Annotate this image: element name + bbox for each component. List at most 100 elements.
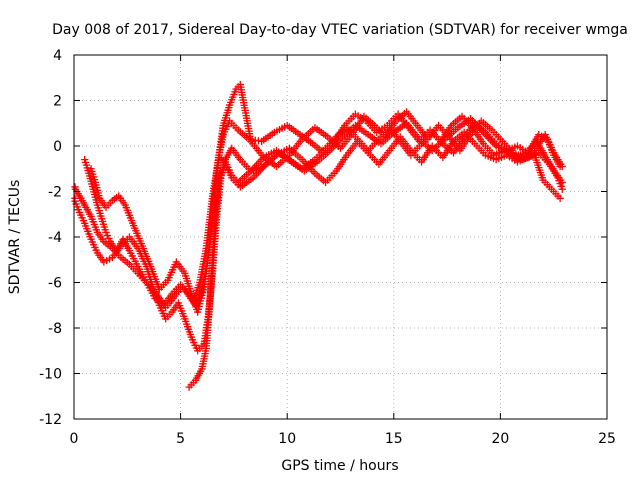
- data-point-marker: [88, 167, 96, 176]
- data-point-marker: [197, 294, 205, 302]
- data-point-marker: [229, 93, 237, 101]
- data-point-marker: [89, 218, 97, 226]
- data-point-marker: [89, 241, 98, 249]
- data-point-marker: [82, 222, 90, 230]
- data-point-marker: [225, 101, 234, 109]
- data-point-marker: [75, 208, 84, 217]
- data-point-marker: [217, 171, 225, 179]
- data-point-marker: [91, 178, 99, 187]
- data-point-marker: [558, 162, 566, 171]
- data-point-marker: [98, 215, 106, 223]
- series-track-5: [185, 115, 564, 391]
- data-point-marker: [198, 291, 206, 300]
- data-point-marker: [87, 165, 95, 173]
- data-point-marker: [223, 122, 231, 131]
- data-point-marker: [226, 171, 235, 179]
- data-point-marker: [497, 153, 506, 162]
- data-point-marker: [557, 182, 565, 191]
- x-tick-label: 5: [176, 431, 185, 447]
- data-point-marker: [100, 223, 108, 231]
- data-point-marker: [91, 243, 99, 252]
- data-point-marker: [74, 206, 82, 214]
- data-point-marker: [216, 173, 224, 182]
- data-point-marker: [94, 204, 102, 212]
- plot-area: [71, 80, 566, 391]
- data-point-marker: [83, 225, 91, 233]
- data-point-marker: [218, 168, 226, 176]
- data-point-marker: [73, 203, 81, 211]
- data-point-marker: [191, 341, 199, 349]
- x-tick-label: 0: [70, 431, 79, 447]
- data-point-marker: [175, 301, 184, 310]
- data-point-marker: [83, 164, 91, 172]
- data-point-marker: [85, 230, 93, 238]
- data-point-marker: [495, 154, 503, 163]
- data-point-marker: [96, 209, 104, 217]
- data-point-marker: [223, 163, 231, 171]
- data-point-marker: [92, 246, 100, 254]
- data-point-marker: [81, 156, 89, 164]
- y-tick-label: -6: [48, 276, 62, 292]
- data-point-marker: [194, 305, 203, 313]
- y-tick-label: -4: [48, 230, 62, 246]
- data-point-marker: [158, 307, 166, 315]
- data-point-marker: [215, 176, 223, 184]
- data-point-marker: [558, 185, 566, 193]
- data-point-marker: [195, 302, 203, 311]
- data-point-marker: [87, 212, 95, 221]
- data-point-marker: [176, 304, 185, 312]
- y-axis-label: SDTVAR / TECUs: [7, 180, 23, 295]
- data-point-marker: [555, 177, 563, 185]
- data-point-marker: [196, 297, 205, 305]
- data-point-marker: [98, 217, 107, 226]
- y-tick-label: 4: [53, 48, 62, 64]
- data-point-marker: [493, 150, 501, 158]
- data-point-marker: [224, 166, 232, 174]
- data-point-marker: [481, 151, 490, 159]
- data-point-marker: [180, 312, 188, 320]
- chart-title: Day 008 of 2017, Sidereal Day-to-day VTE…: [52, 22, 628, 38]
- data-point-marker: [82, 161, 91, 169]
- data-point-marker: [556, 179, 564, 188]
- data-point-marker: [95, 206, 103, 215]
- data-point-marker: [91, 223, 99, 231]
- x-tick-label: 25: [598, 431, 616, 447]
- data-point-marker: [97, 212, 105, 220]
- data-point-marker: [174, 299, 183, 307]
- data-point-marker: [93, 198, 101, 207]
- data-point-marker: [71, 197, 79, 205]
- y-tick-label: 2: [53, 94, 62, 110]
- y-tick-label: 0: [53, 139, 62, 155]
- data-point-marker: [95, 192, 103, 200]
- data-point-marker: [94, 189, 102, 197]
- data-point-marker: [227, 98, 235, 107]
- y-tick-label: -12: [39, 412, 62, 428]
- data-point-marker: [228, 96, 236, 104]
- y-tick-label: -2: [48, 185, 62, 201]
- data-point-marker: [190, 338, 198, 347]
- data-point-marker: [99, 220, 108, 228]
- x-tick-label: 10: [278, 431, 296, 447]
- data-point-marker: [79, 216, 88, 225]
- data-point-marker: [89, 173, 98, 181]
- data-point-marker: [89, 170, 97, 178]
- data-point-marker: [554, 174, 562, 182]
- data-point-marker: [187, 333, 195, 341]
- data-point-marker: [88, 238, 96, 246]
- data-point-marker: [93, 186, 102, 195]
- data-point-marker: [225, 168, 233, 177]
- data-point-marker: [92, 226, 101, 234]
- data-point-marker: [77, 211, 85, 219]
- data-point-marker: [556, 194, 564, 202]
- x-tick-label: 20: [491, 431, 509, 447]
- x-tick-label: 15: [385, 431, 403, 447]
- data-point-marker: [81, 158, 90, 167]
- data-point-marker: [198, 288, 207, 297]
- data-point-marker: [81, 219, 89, 227]
- data-point-marker: [84, 227, 92, 235]
- data-point-marker: [487, 153, 495, 162]
- data-point-marker: [178, 307, 186, 315]
- data-point-marker: [101, 226, 109, 234]
